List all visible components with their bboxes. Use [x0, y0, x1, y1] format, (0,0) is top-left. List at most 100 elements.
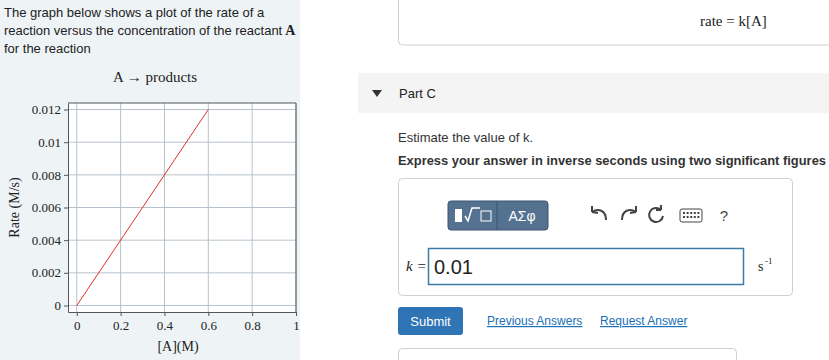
link[interactable]: Request Answer [600, 314, 687, 328]
y-axis: 00.0020.0040.0060.0080.010.012 [32, 102, 69, 313]
keyboard-button[interactable] [680, 209, 702, 222]
reaction: A → products [113, 69, 197, 85]
keyboard-key [683, 212, 685, 214]
tick: 0.2 [113, 312, 129, 333]
axis-line [68, 104, 69, 313]
tick-mark [64, 273, 68, 274]
tick: 0.6 [201, 312, 218, 333]
rate-law: rate = k[A] [700, 13, 767, 29]
grid-line [68, 272, 296, 273]
sqrt-icon [465, 208, 480, 221]
tick-mark [64, 175, 68, 176]
frame-line [296, 103, 297, 312]
keyboard-key [687, 216, 689, 218]
grid [68, 103, 296, 312]
next-box [399, 349, 737, 360]
unit-exponent: -1 [765, 256, 773, 266]
grid-line [296, 103, 297, 312]
grid-line [68, 174, 296, 175]
link[interactable]: Previous Answers [487, 314, 582, 328]
tick-label: 1 [293, 318, 300, 333]
grid-line [68, 207, 296, 208]
keyboard-icon [680, 209, 702, 222]
tick-mark [64, 208, 68, 209]
left-panel [0, 0, 300, 360]
tick-label: 0.012 [32, 102, 61, 117]
answer-box [399, 179, 793, 296]
unit: s [758, 259, 763, 274]
tick-label: 0 [55, 298, 62, 313]
answer-label: k = [406, 258, 427, 274]
tick-mark [64, 110, 68, 111]
tick-label: 0.4 [157, 318, 174, 333]
help-button[interactable]: ? [720, 207, 728, 224]
intro-text: The graph below shows a plot of the rate… [4, 5, 265, 20]
intro-symbol: A [285, 23, 296, 38]
submit-background [398, 307, 463, 335]
collapse-icon [372, 90, 382, 97]
keyboard-key [694, 216, 696, 218]
submit-button[interactable]: Submit [398, 307, 463, 335]
symbols-button[interactable]: ΑΣφ [508, 208, 535, 224]
toolbar-group [448, 201, 548, 230]
tick-mark [64, 305, 68, 306]
tick-label: 0.6 [201, 318, 218, 333]
tick-label: 0.002 [32, 265, 61, 280]
intro-text: for the reaction [4, 41, 91, 56]
tick-mark [64, 142, 68, 143]
keyboard-key [683, 216, 685, 218]
toolbar-divider [497, 201, 498, 230]
y-axis-title: Rate (M/s) [7, 177, 23, 238]
x-axis: 0 0.2 0.4 0.6 0.8 1 [69, 312, 300, 333]
keyboard-key [697, 216, 699, 218]
grid-line [68, 305, 296, 306]
tick-label: 0.004 [32, 233, 62, 248]
data-line [77, 110, 209, 306]
tick: 0 [74, 312, 81, 333]
grid-line [68, 240, 296, 241]
tick: 0.01 [38, 135, 68, 150]
rate-law-box [399, 0, 829, 45]
tick: 1 [293, 312, 300, 333]
keyboard-key [694, 212, 696, 214]
tick: 0 [55, 298, 69, 313]
tick-mark [296, 312, 297, 316]
tick-label: 0.8 [245, 318, 261, 333]
tick-mark [64, 240, 68, 241]
grid-line [68, 142, 296, 143]
answer-input[interactable] [429, 249, 744, 285]
tick: 0.004 [32, 233, 68, 248]
part-header [358, 73, 829, 113]
frame-line [68, 103, 296, 104]
tick-label: 0.006 [32, 200, 62, 215]
keyboard-key [687, 212, 689, 214]
x-axis-title: [A](M) [157, 339, 199, 355]
tick-mark [252, 312, 253, 316]
box-icon [481, 211, 491, 221]
tick-label: 0.2 [113, 318, 129, 333]
tick: 0.012 [32, 102, 68, 117]
template-button[interactable] [455, 208, 491, 222]
tick: 0.4 [157, 312, 174, 333]
tick: 0.006 [32, 200, 68, 215]
tick: 0.002 [32, 265, 68, 280]
marks [77, 110, 209, 306]
submit-label: Submit [410, 314, 451, 329]
axis-line [69, 312, 297, 313]
reset-button[interactable] [649, 205, 663, 222]
redo-button[interactable] [622, 206, 636, 220]
intro-text: reaction versus the concentration of the… [4, 23, 283, 38]
tick-mark [164, 312, 165, 316]
instruction: Express your answer in inverse seconds u… [398, 153, 826, 168]
tick-label: 0.01 [38, 135, 61, 150]
template-icon [455, 209, 462, 222]
keyboard-key [697, 212, 699, 214]
plot-background [68, 103, 296, 312]
page: The graph below shows a plot of the rate… [0, 0, 829, 360]
tick: 0.8 [245, 312, 261, 333]
undo-button[interactable] [592, 206, 606, 220]
question: Estimate the value of k. [398, 130, 533, 145]
keyboard-key [690, 212, 692, 214]
part-title: Part C [399, 86, 436, 101]
keyboard-key [690, 216, 692, 218]
